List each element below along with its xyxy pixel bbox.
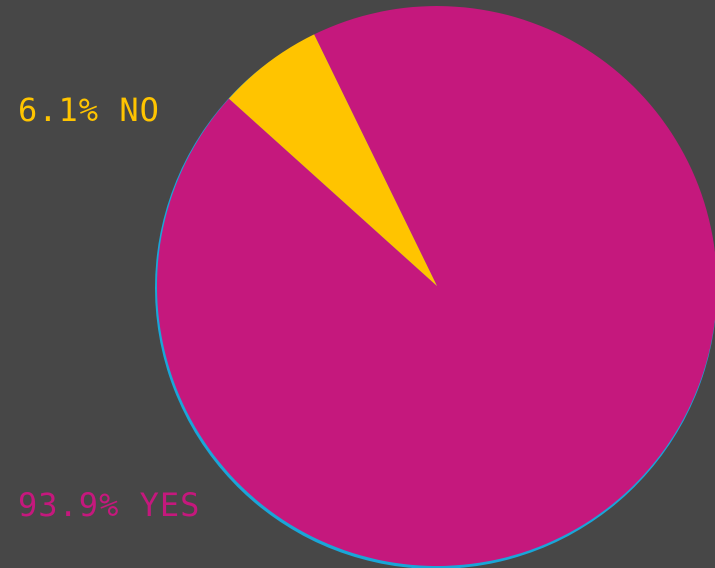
pie-slice-no — [228, 34, 437, 286]
pie-slice-yes — [157, 6, 715, 566]
slice-label-yes: 93.9% YES — [18, 486, 200, 524]
slice-label-no: 6.1% NO — [18, 91, 160, 129]
